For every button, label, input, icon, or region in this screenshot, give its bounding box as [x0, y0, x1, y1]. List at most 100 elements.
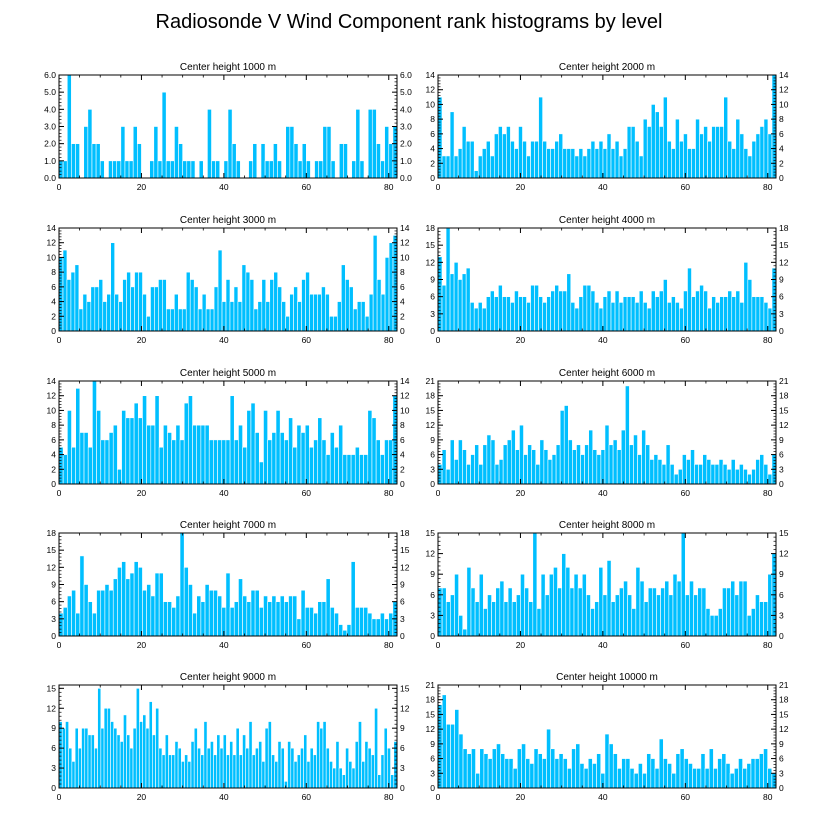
- bar: [771, 74, 777, 179]
- histogram-panel: Center height 5000 m0 20 40 60 800 02 24 46 68 81…: [47, 368, 410, 498]
- bar: [523, 454, 528, 485]
- bar: [710, 464, 716, 485]
- bar: [469, 302, 475, 332]
- y-tick-label: 0: [430, 326, 435, 336]
- bar: [750, 758, 756, 789]
- bar: [477, 302, 483, 332]
- bar: [500, 753, 506, 789]
- bar: [717, 758, 723, 789]
- bar: [577, 587, 583, 637]
- bar: [453, 459, 459, 485]
- bar: [461, 273, 467, 332]
- y-tick-label-right: 3: [400, 763, 405, 773]
- bar: [633, 772, 639, 789]
- bar: [376, 143, 381, 179]
- x-tick-label: 20: [516, 182, 526, 192]
- bar: [168, 754, 172, 789]
- bar: [188, 395, 193, 485]
- y-tick-label: 6.0: [44, 70, 56, 80]
- bar: [763, 464, 769, 485]
- bar: [164, 734, 169, 789]
- bar: [86, 301, 92, 332]
- bar: [237, 301, 243, 332]
- bar: [474, 601, 480, 637]
- x-tick-label: 80: [763, 182, 773, 192]
- bar: [503, 601, 509, 637]
- bar: [303, 734, 308, 789]
- bar: [727, 290, 733, 332]
- bar: [165, 160, 171, 179]
- bar: [267, 721, 272, 789]
- bar: [126, 734, 131, 789]
- bar: [538, 296, 543, 332]
- bar: [679, 748, 685, 789]
- bar: [203, 721, 208, 789]
- bar: [723, 296, 729, 332]
- bar: [506, 296, 511, 332]
- x-tick-label: 80: [763, 335, 773, 345]
- bar: [465, 140, 471, 179]
- bar: [126, 271, 131, 332]
- bar: [739, 133, 745, 179]
- bar: [554, 758, 560, 789]
- bar: [707, 307, 712, 332]
- bar: [325, 747, 330, 789]
- bar: [112, 424, 118, 485]
- y-tick-label-right: 9: [779, 275, 784, 285]
- bar: [174, 126, 179, 179]
- bar: [284, 601, 289, 637]
- bar: [82, 293, 88, 332]
- y-tick-label-right: 2.0: [400, 139, 412, 149]
- y-tick-label-right: 9: [400, 723, 405, 733]
- bar: [618, 302, 624, 332]
- bar: [726, 587, 731, 637]
- bar: [325, 578, 331, 637]
- bar: [514, 290, 519, 332]
- bar: [679, 140, 684, 179]
- bar: [625, 385, 630, 485]
- bar: [711, 126, 716, 179]
- bar: [583, 768, 589, 789]
- bar: [238, 754, 243, 789]
- y-tick-label-right: 6: [400, 743, 405, 753]
- y-tick-label-right: 6: [779, 292, 784, 302]
- bar: [265, 301, 271, 332]
- bar: [102, 301, 108, 332]
- panel-title: Center height 1000 m: [180, 62, 276, 73]
- bar: [705, 608, 711, 637]
- y-tick-label-right: 6: [779, 754, 784, 764]
- y-tick-label: 12: [426, 85, 436, 95]
- x-tick-label: 0: [57, 335, 62, 345]
- bar: [313, 612, 319, 637]
- bar: [542, 140, 547, 179]
- bar: [110, 721, 115, 789]
- x-tick-label: 60: [681, 182, 691, 192]
- bar: [154, 572, 160, 637]
- y-tick-label-right: 0: [400, 783, 405, 793]
- bar: [610, 148, 616, 179]
- bar: [219, 747, 224, 789]
- bar: [686, 459, 691, 485]
- bar: [445, 468, 451, 485]
- y-tick-label-right: 4: [779, 144, 784, 154]
- bar: [763, 601, 769, 637]
- bar: [437, 96, 443, 179]
- bar: [338, 624, 344, 637]
- bar: [217, 249, 223, 332]
- bar: [629, 768, 635, 789]
- bar: [273, 271, 279, 332]
- bar: [550, 290, 555, 332]
- bar: [167, 432, 172, 485]
- bar: [90, 734, 95, 789]
- bar: [546, 296, 551, 332]
- bar: [329, 315, 334, 332]
- y-tick-label-right: 0: [400, 479, 405, 489]
- bar: [317, 417, 323, 485]
- bar: [634, 140, 640, 179]
- bar: [267, 601, 273, 637]
- bar: [289, 126, 295, 179]
- histogram-panel: Center height 8000 m0 20 40 60 800 03 36 69 912 1…: [426, 520, 789, 650]
- bar: [495, 587, 501, 637]
- bar: [441, 694, 447, 789]
- bar: [133, 402, 139, 485]
